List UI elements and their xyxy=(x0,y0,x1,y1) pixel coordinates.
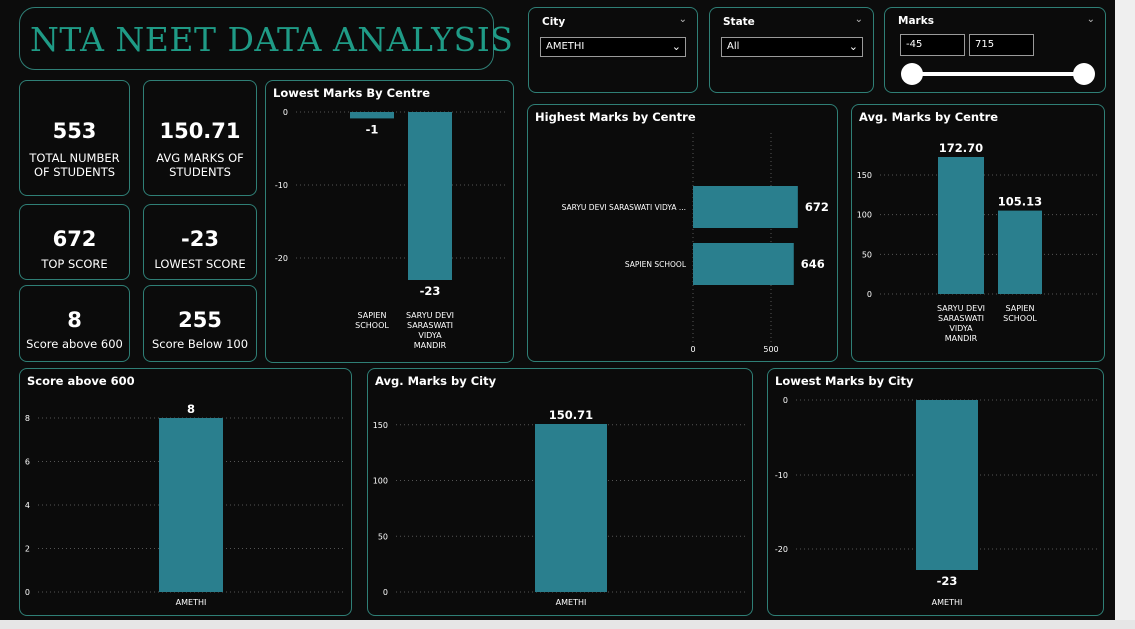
y-tick-label: 150 xyxy=(857,171,872,180)
city-dropdown-value: AMETHI xyxy=(546,41,585,52)
marks-slicer-title: Marks xyxy=(898,15,934,27)
kpi-label: AVG MARKS OF STUDENTS xyxy=(156,151,244,179)
chevron-down-icon: ⌄ xyxy=(671,40,681,53)
y-tick-label: 0 xyxy=(867,290,872,299)
state-dropdown[interactable]: All ⌄ xyxy=(721,37,863,57)
marks-max-input[interactable]: 715 xyxy=(969,34,1034,56)
kpi-score-below-100[interactable]: 255 Score Below 100 xyxy=(143,285,257,362)
lowest-by-centre-panel: Lowest Marks By Centre xyxy=(265,80,514,363)
data-label: -23 xyxy=(937,574,958,588)
bar[interactable] xyxy=(938,157,984,294)
state-slicer: State ⌄ All ⌄ xyxy=(709,7,874,93)
window-edge-bottom xyxy=(0,620,1135,629)
bar[interactable] xyxy=(159,418,223,592)
kpi-total-students[interactable]: 553 TOTAL NUMBER OF STUDENTS xyxy=(19,80,130,196)
category-label: SARYU DEVI SARASWATI VIDYA ... xyxy=(562,203,686,212)
data-label: 8 xyxy=(187,402,195,416)
kpi-value: 8 xyxy=(67,308,82,332)
y-tick-label: 50 xyxy=(862,250,872,259)
data-label: 172.70 xyxy=(939,141,983,155)
y-tick-label: 0 xyxy=(283,108,288,117)
data-label: -1 xyxy=(366,122,379,136)
chart-title: Avg. Marks by City xyxy=(375,374,497,388)
category-label: SAPIEN SCHOOL xyxy=(625,260,687,269)
kpi-label: LOWEST SCORE xyxy=(154,257,246,271)
y-tick-label: -10 xyxy=(775,471,788,480)
category-label: SAPIEN SCHOOL xyxy=(355,311,389,330)
marks-slider-max-handle[interactable] xyxy=(1073,63,1095,85)
kpi-value: 150.71 xyxy=(159,119,241,143)
y-tick-label: 100 xyxy=(857,211,872,220)
y-tick-label: -20 xyxy=(775,545,788,554)
y-tick-label: 100 xyxy=(373,477,388,486)
y-tick-label: 150 xyxy=(373,421,388,430)
kpi-label: Score above 600 xyxy=(26,337,123,351)
kpi-label: TOTAL NUMBER OF STUDENTS xyxy=(29,151,120,179)
bar[interactable] xyxy=(535,424,607,592)
y-tick-label: 0 xyxy=(25,588,30,597)
kpi-label: Score Below 100 xyxy=(151,337,249,351)
kpi-value: 255 xyxy=(178,308,222,332)
bar[interactable] xyxy=(408,112,452,280)
category-label: SAPIEN SCHOOL xyxy=(1003,304,1037,323)
bar[interactable] xyxy=(350,112,394,119)
y-tick-label: 50 xyxy=(378,532,388,541)
category-label: AMETHI xyxy=(556,598,587,607)
chart-title: Lowest Marks by City xyxy=(775,374,914,388)
kpi-lowest-score[interactable]: -23 LOWEST SCORE xyxy=(143,204,257,280)
y-tick-label: -10 xyxy=(275,181,288,190)
y-tick-label: 8 xyxy=(25,414,30,423)
y-tick-label: 2 xyxy=(25,545,30,554)
chart-title: Avg. Marks by Centre xyxy=(859,110,999,124)
chevron-down-icon[interactable]: ⌄ xyxy=(1086,14,1095,25)
data-label: 105.13 xyxy=(998,195,1042,209)
x-tick-label: 500 xyxy=(763,345,778,354)
chart-title: Highest Marks by Centre xyxy=(535,110,696,124)
data-label: 150.71 xyxy=(549,408,593,422)
marks-min-input[interactable]: -45 xyxy=(900,34,965,56)
bar[interactable] xyxy=(693,186,798,228)
y-tick-label: 6 xyxy=(25,458,30,467)
y-tick-label: 0 xyxy=(783,396,788,405)
chevron-down-icon[interactable]: ⌄ xyxy=(854,14,863,25)
highest-by-centre-panel: Highest Marks by Centre xyxy=(527,104,838,362)
data-label: 672 xyxy=(805,200,829,214)
city-dropdown[interactable]: AMETHI ⌄ xyxy=(540,37,686,57)
chevron-down-icon: ⌄ xyxy=(848,40,858,53)
category-label: AMETHI xyxy=(176,598,207,607)
data-label: -23 xyxy=(420,284,441,298)
kpi-top-score[interactable]: 672 TOP SCORE xyxy=(19,204,130,280)
chevron-down-icon[interactable]: ⌄ xyxy=(678,14,687,25)
bar[interactable] xyxy=(916,400,978,570)
marks-slicer: Marks ⌄ -45 715 xyxy=(884,7,1106,93)
kpi-avg-marks[interactable]: 150.71 AVG MARKS OF STUDENTS xyxy=(143,80,257,196)
category-label: AMETHI xyxy=(932,598,963,607)
bar[interactable] xyxy=(998,210,1042,294)
marks-slider-track[interactable] xyxy=(911,72,1085,76)
state-dropdown-value: All xyxy=(727,41,740,52)
category-label: SARYU DEVI SARASWATI VIDYA MANDIR xyxy=(937,304,985,343)
category-label: SARYU DEVI SARASWATI VIDYA MANDIR xyxy=(406,311,454,350)
y-tick-label: 0 xyxy=(383,588,388,597)
marks-slider-min-handle[interactable] xyxy=(901,63,923,85)
city-slicer-title: City xyxy=(542,16,566,28)
page-title: NTA NEET DATA ANALYSIS xyxy=(30,20,514,59)
chart-title: Score above 600 xyxy=(27,374,135,388)
y-tick-label: 4 xyxy=(25,501,30,510)
kpi-value: 553 xyxy=(52,119,97,143)
bar[interactable] xyxy=(693,243,794,285)
window-edge-right xyxy=(1115,0,1135,629)
kpi-value: -23 xyxy=(181,227,219,251)
dashboard-title-box: NTA NEET DATA ANALYSIS xyxy=(19,7,513,70)
kpi-score-above-600[interactable]: 8 Score above 600 xyxy=(19,285,130,362)
chart-title: Lowest Marks By Centre xyxy=(273,86,431,100)
kpi-value: 672 xyxy=(52,227,97,251)
x-tick-label: 0 xyxy=(690,345,695,354)
y-tick-label: -20 xyxy=(275,254,288,263)
data-label: 646 xyxy=(801,257,825,271)
city-slicer: City ⌄ AMETHI ⌄ xyxy=(528,7,698,93)
state-slicer-title: State xyxy=(723,16,755,28)
kpi-label: TOP SCORE xyxy=(41,257,108,271)
